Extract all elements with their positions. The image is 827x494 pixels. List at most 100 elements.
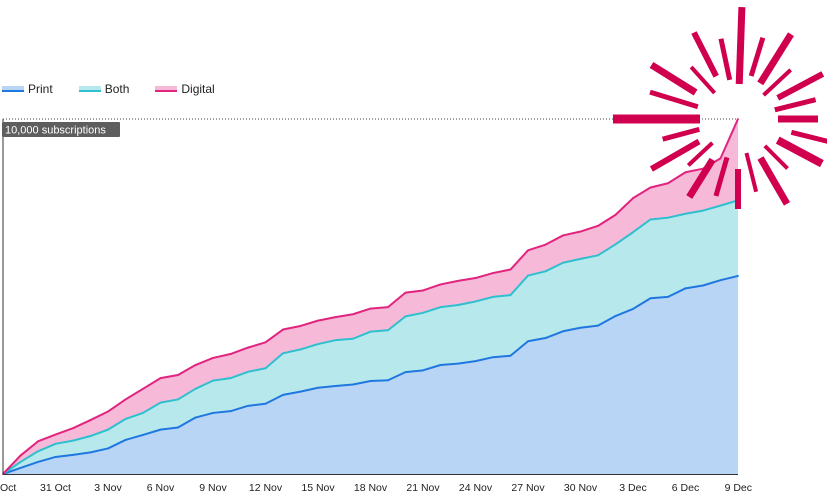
data-point-print: [177, 426, 179, 429]
data-point-both: [299, 348, 302, 351]
burst-ray: [686, 141, 714, 167]
data-point-digital: [159, 377, 162, 380]
data-point-print: [229, 410, 232, 413]
x-tick-label: 3 Nov: [94, 482, 122, 494]
data-point-print: [264, 402, 267, 405]
x-tick-label: 15 Nov: [301, 482, 335, 494]
data-point-print: [684, 287, 687, 290]
burst-ray: [689, 65, 717, 95]
data-point-digital: [334, 316, 337, 318]
burst-ray: [735, 6, 746, 85]
data-point-digital: [194, 364, 197, 366]
x-tick-label: 6 Dec: [672, 482, 699, 494]
data-point-digital: [439, 283, 442, 286]
data-point-both: [19, 461, 22, 463]
x-tick-label: 27 Nov: [511, 482, 545, 494]
data-point-both: [422, 311, 424, 314]
data-point-print: [107, 447, 109, 450]
burst-ray: [757, 32, 794, 86]
x-tick-label: 3 Dec: [619, 482, 646, 494]
legend-label-print: Print: [28, 82, 53, 96]
x-tick-label: 18 Nov: [354, 482, 388, 494]
data-point-digital: [719, 157, 722, 160]
target-label-background: [2, 122, 120, 137]
x-tick-label: 30 Nov: [564, 482, 598, 494]
burst-ray: [691, 31, 719, 78]
data-point-both: [194, 387, 197, 390]
data-point-digital: [509, 268, 512, 271]
data-point-print: [352, 383, 354, 386]
data-point-both: [142, 412, 144, 414]
data-point-print: [737, 275, 739, 277]
legend-item-digital: Digital: [155, 82, 215, 96]
data-point-both: [702, 209, 704, 212]
data-point-both: [632, 231, 634, 234]
data-point-both: [404, 315, 407, 318]
data-point-digital: [247, 346, 249, 349]
x-tick-label: 9 Nov: [199, 482, 227, 494]
data-point-digital: [369, 307, 372, 310]
data-point-print: [124, 439, 127, 441]
data-point-digital: [317, 319, 319, 322]
data-point-digital: [527, 249, 529, 252]
burst-ray: [748, 36, 766, 77]
data-point-digital: [282, 328, 284, 331]
legend-label-digital: Digital: [181, 82, 215, 96]
lines-layer: [2, 118, 739, 475]
data-point-both: [264, 367, 267, 370]
data-point-digital: [387, 306, 389, 309]
data-point-both: [177, 398, 179, 401]
data-point-digital: [142, 387, 144, 390]
data-point-digital: [54, 433, 57, 436]
burst-ray: [744, 152, 759, 193]
data-point-digital: [37, 440, 39, 443]
burst-ray: [686, 157, 716, 199]
data-point-digital: [684, 171, 687, 174]
axis-layer: Oct 31 Oct 3 Nov 6 Nov 9 Nov 12 Nov 15 Nov 18 N…: [0, 119, 752, 494]
data-point-both: [474, 300, 477, 303]
data-point-print: [632, 308, 634, 310]
data-point-digital: [72, 427, 74, 430]
data-point-both: [457, 304, 459, 306]
legend-item-both: Both: [78, 82, 129, 96]
legend-item-print: Print: [2, 82, 53, 96]
burst-ray: [774, 97, 817, 113]
data-point-print: [317, 386, 319, 389]
data-point-digital: [474, 277, 477, 279]
data-point-digital: [667, 182, 669, 185]
data-point-both: [597, 254, 599, 257]
burst-ray: [776, 71, 825, 101]
data-point-digital: [264, 341, 267, 344]
burst-ray: [649, 89, 699, 110]
data-point-print: [212, 412, 214, 414]
data-point-digital: [614, 213, 617, 216]
data-point-print: [404, 371, 407, 374]
data-point-both: [614, 243, 617, 246]
data-point-print: [159, 428, 162, 431]
x-tick-label: 12 Nov: [249, 482, 283, 494]
data-point-print: [719, 279, 722, 282]
data-point-print: [527, 340, 529, 343]
data-point-print: [702, 284, 704, 287]
data-point-digital: [299, 325, 302, 327]
burst-ray: [775, 136, 824, 168]
data-point-digital: [649, 186, 652, 189]
data-point-print: [369, 380, 372, 382]
legend-swatch-digital: [155, 86, 178, 92]
data-point-digital: [89, 419, 92, 421]
data-point-print: [247, 404, 249, 407]
data-point-digital: [632, 197, 634, 200]
x-tick-label: 9 Dec: [725, 482, 752, 494]
burst-ray: [718, 38, 733, 81]
data-point-both: [544, 270, 547, 273]
data-point-digital: [544, 243, 547, 246]
data-point-print: [37, 461, 39, 463]
burst-ray: [790, 129, 827, 144]
data-point-digital: [212, 357, 214, 359]
data-point-print: [649, 297, 652, 300]
data-point-print: [72, 453, 74, 456]
data-point-digital: [422, 289, 424, 292]
data-point-print: [509, 354, 512, 357]
data-point-print: [492, 356, 494, 359]
data-point-both: [369, 330, 372, 333]
